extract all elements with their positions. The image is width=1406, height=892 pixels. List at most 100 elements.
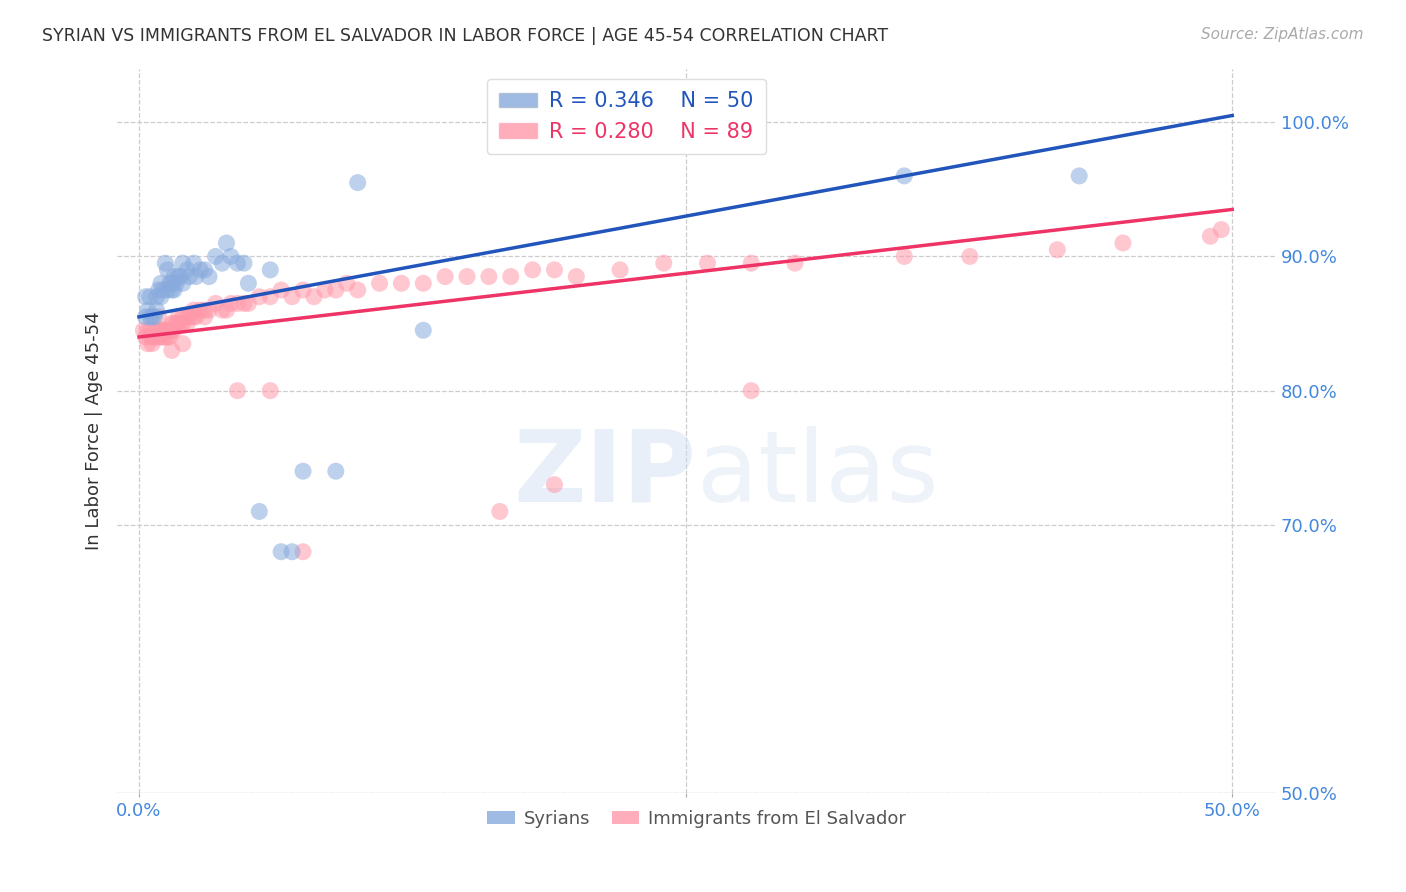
Point: [145, 303, 167, 318]
Point: [176, 310, 198, 324]
Point: [141, 310, 163, 324]
Point: [160, 343, 183, 358]
Point: [211, 256, 233, 270]
Point: [346, 283, 368, 297]
Point: [155, 256, 177, 270]
Point: [160, 283, 183, 297]
Point: [183, 256, 205, 270]
Point: [740, 384, 762, 398]
Point: [893, 169, 915, 183]
Point: [149, 277, 172, 291]
Point: [167, 269, 190, 284]
Point: [696, 256, 718, 270]
Legend: Syrians, Immigrants from El Salvador: Syrians, Immigrants from El Salvador: [481, 803, 912, 835]
Point: [1069, 169, 1091, 183]
Point: [136, 336, 159, 351]
Point: [215, 235, 238, 250]
Point: [233, 296, 256, 310]
Point: [211, 303, 233, 318]
Point: [391, 277, 413, 291]
Point: [194, 263, 217, 277]
Point: [259, 290, 281, 304]
Point: [176, 317, 198, 331]
Point: [135, 290, 157, 304]
Point: [148, 330, 170, 344]
Point: [478, 269, 501, 284]
Y-axis label: In Labor Force | Age 45-54: In Labor Force | Age 45-54: [86, 311, 103, 550]
Point: [198, 303, 221, 318]
Point: [159, 330, 181, 344]
Point: [135, 330, 157, 344]
Text: ZIP: ZIP: [513, 425, 696, 523]
Point: [152, 323, 174, 337]
Point: [160, 323, 183, 337]
Point: [1112, 235, 1135, 250]
Point: [292, 283, 315, 297]
Point: [179, 269, 201, 284]
Point: [270, 283, 292, 297]
Point: [1046, 243, 1069, 257]
Point: [499, 269, 522, 284]
Point: [145, 330, 167, 344]
Point: [247, 290, 270, 304]
Point: [184, 269, 207, 284]
Point: [156, 330, 179, 344]
Point: [368, 277, 391, 291]
Text: atlas: atlas: [696, 425, 938, 523]
Point: [292, 545, 315, 559]
Point: [141, 336, 163, 351]
Point: [148, 310, 170, 324]
Point: [336, 277, 359, 291]
Point: [204, 249, 226, 263]
Point: [163, 317, 186, 331]
Point: [434, 269, 457, 284]
Point: [219, 249, 242, 263]
Point: [155, 330, 177, 344]
Text: SYRIAN VS IMMIGRANTS FROM EL SALVADOR IN LABOR FORCE | AGE 45-54 CORRELATION CHA: SYRIAN VS IMMIGRANTS FROM EL SALVADOR IN…: [42, 27, 889, 45]
Point: [163, 269, 186, 284]
Point: [143, 323, 166, 337]
Point: [325, 464, 347, 478]
Point: [172, 256, 194, 270]
Point: [247, 504, 270, 518]
Point: [522, 263, 544, 277]
Point: [172, 277, 194, 291]
Point: [165, 277, 187, 291]
Point: [172, 336, 194, 351]
Point: [198, 269, 221, 284]
Point: [145, 290, 167, 304]
Point: [156, 323, 179, 337]
Point: [188, 263, 211, 277]
Point: [172, 317, 194, 331]
Point: [565, 269, 588, 284]
Point: [346, 176, 368, 190]
Point: [412, 323, 434, 337]
Point: [281, 545, 304, 559]
Point: [152, 330, 174, 344]
Point: [135, 310, 157, 324]
Point: [136, 323, 159, 337]
Point: [270, 545, 292, 559]
Point: [226, 384, 249, 398]
Point: [652, 256, 675, 270]
Point: [259, 384, 281, 398]
Point: [167, 310, 190, 324]
Point: [893, 249, 915, 263]
Point: [456, 269, 478, 284]
Point: [314, 283, 336, 297]
Point: [609, 263, 631, 277]
Point: [132, 323, 155, 337]
Point: [163, 323, 186, 337]
Point: [156, 263, 179, 277]
Point: [163, 283, 186, 297]
Point: [183, 310, 205, 324]
Point: [302, 290, 325, 304]
Point: [233, 256, 256, 270]
Point: [149, 330, 172, 344]
Point: [412, 277, 434, 291]
Point: [148, 283, 170, 297]
Point: [143, 330, 166, 344]
Point: [169, 317, 191, 331]
Point: [226, 256, 249, 270]
Point: [159, 277, 181, 291]
